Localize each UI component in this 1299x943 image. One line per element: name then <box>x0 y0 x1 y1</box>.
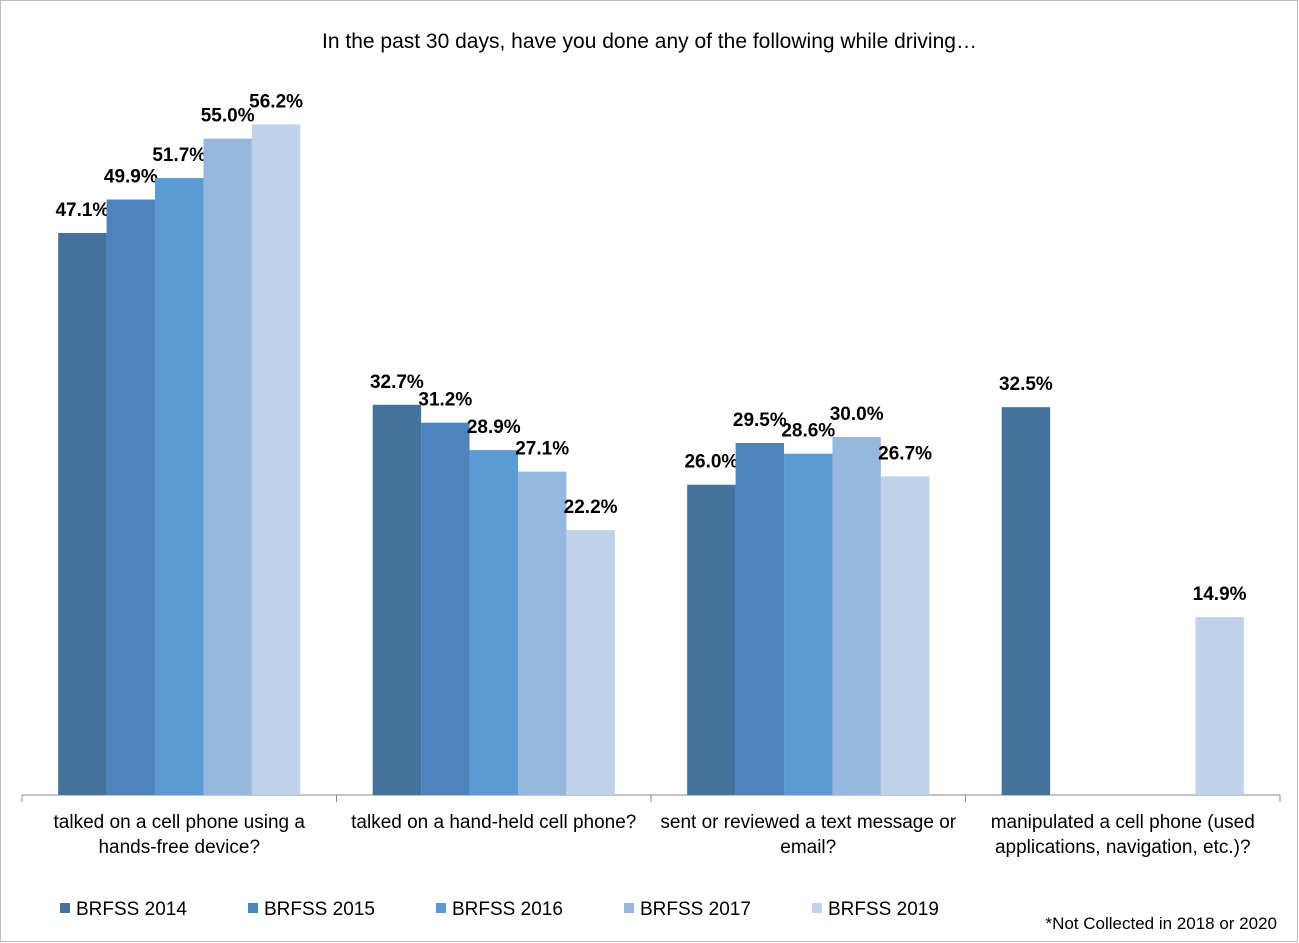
legend-item: BRFSS 2019 <box>812 898 939 922</box>
data-label: 14.9% <box>1193 584 1247 605</box>
x-tick-label: manipulated a cell phone (used applicati… <box>990 812 1255 858</box>
legend-label: BRFSS 2014 <box>76 899 187 920</box>
data-label: 56.2% <box>249 91 303 112</box>
bar <box>203 138 252 795</box>
x-tick-label: sent or reviewed a text message or email… <box>660 812 957 858</box>
data-label: 29.5% <box>733 410 787 431</box>
legend-swatch <box>624 903 634 913</box>
legend-swatch <box>248 903 258 913</box>
data-label: 30.0% <box>830 404 884 425</box>
data-label: 55.0% <box>201 106 255 127</box>
data-label: 28.6% <box>781 421 835 442</box>
legend-item: BRFSS 2017 <box>624 898 751 922</box>
legend-label: BRFSS 2017 <box>640 899 751 920</box>
bar <box>566 530 615 795</box>
bar <box>372 404 422 795</box>
bar <box>155 178 204 796</box>
legend-label: BRFSS 2015 <box>264 899 375 920</box>
x-tick-label: talked on a cell phone using a hands-fre… <box>53 812 305 858</box>
data-label: 26.0% <box>684 452 738 473</box>
bar <box>106 199 156 795</box>
legend-label: BRFSS 2019 <box>828 899 939 920</box>
bar <box>735 442 785 795</box>
data-label: 27.1% <box>515 439 569 460</box>
legend-item: BRFSS 2014 <box>60 898 187 922</box>
data-label: 22.2% <box>564 497 618 518</box>
bar <box>784 453 833 795</box>
data-label: 32.7% <box>370 372 424 393</box>
bar <box>251 124 301 795</box>
bar <box>517 471 567 795</box>
legend-label: BRFSS 2016 <box>452 899 563 920</box>
bar <box>1001 407 1051 795</box>
bar <box>880 476 930 795</box>
bar <box>832 437 881 795</box>
footnote: *Not Collected in 2018 or 2020 <box>1045 914 1277 933</box>
data-label: 31.2% <box>418 390 472 411</box>
legend-swatch <box>436 903 446 913</box>
bar <box>1195 617 1244 795</box>
data-label: 26.7% <box>878 443 932 464</box>
chart-title: In the past 30 days, have you done any o… <box>322 30 977 53</box>
data-label: 51.7% <box>152 145 206 166</box>
bar <box>469 450 518 795</box>
bar <box>421 422 470 795</box>
legend-item: BRFSS 2016 <box>436 898 563 922</box>
legend-item: BRFSS 2015 <box>248 898 375 922</box>
legend-swatch <box>60 903 70 913</box>
bar <box>687 484 736 795</box>
bar <box>58 232 107 795</box>
data-label: 32.5% <box>999 374 1053 395</box>
data-label: 49.9% <box>104 167 158 188</box>
x-tick-label: talked on a hand-held cell phone? <box>351 812 637 833</box>
data-label: 47.1% <box>55 200 109 221</box>
data-label: 28.9% <box>467 417 521 438</box>
legend-swatch <box>812 903 822 913</box>
